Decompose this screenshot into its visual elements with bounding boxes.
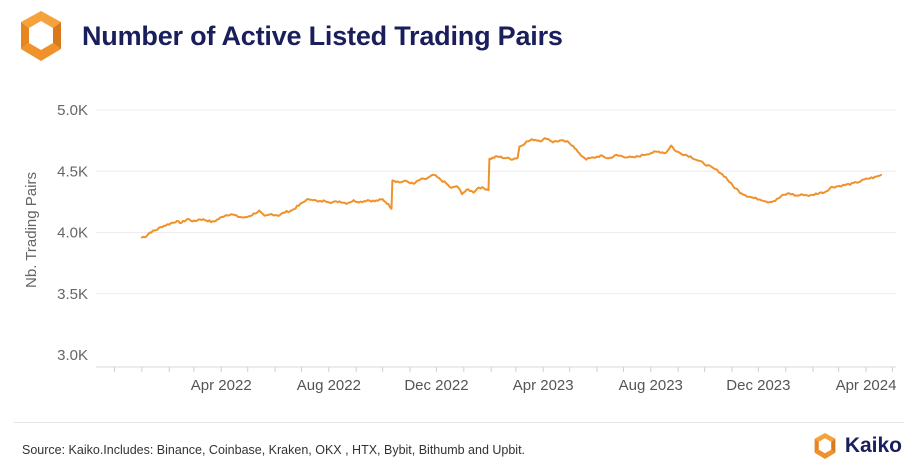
kaiko-logo-icon [21,11,61,61]
line-chart: 3.0K 3.5K 4.0K 4.5K 5.0K Apr 2022 Aug 2022 Dec… [23,102,897,394]
x-tick-label: Apr 2024 [836,377,897,394]
page-title: Number of Active Listed Trading Pairs [82,20,563,51]
x-tick-label: Apr 2023 [513,377,574,394]
y-tick-label: 4.0K [57,225,88,242]
source-note: Source: Kaiko.Includes: Binance, Coinbas… [22,443,526,457]
chart-grid [96,109,896,368]
y-tick-label: 4.5K [57,163,88,180]
x-tick-label: Aug 2022 [297,377,361,394]
y-axis-label: Nb. Trading Pairs [23,172,40,288]
x-tick-label: Apr 2022 [191,377,252,394]
y-tick-label: 5.0K [57,102,88,119]
kaiko-logo-icon [814,433,836,459]
footer-brand: Kaiko [811,432,902,460]
brand-name: Kaiko [844,434,902,457]
series-line [140,137,882,239]
y-tick-label: 3.5K [57,286,88,303]
x-tick-label: Dec 2023 [726,377,790,394]
x-axis-ticks: Apr 2022 Aug 2022 Dec 2022 Apr 2023 Aug 2023… [114,367,897,394]
x-tick-label: Dec 2022 [404,377,468,394]
footer-divider [14,422,904,423]
x-tick-label: Aug 2023 [619,377,683,394]
y-axis-ticks: 3.0K 3.5K 4.0K 4.5K 5.0K [57,102,88,364]
header: Number of Active Listed Trading Pairs [14,8,563,64]
y-tick-label: 3.0K [57,347,88,364]
